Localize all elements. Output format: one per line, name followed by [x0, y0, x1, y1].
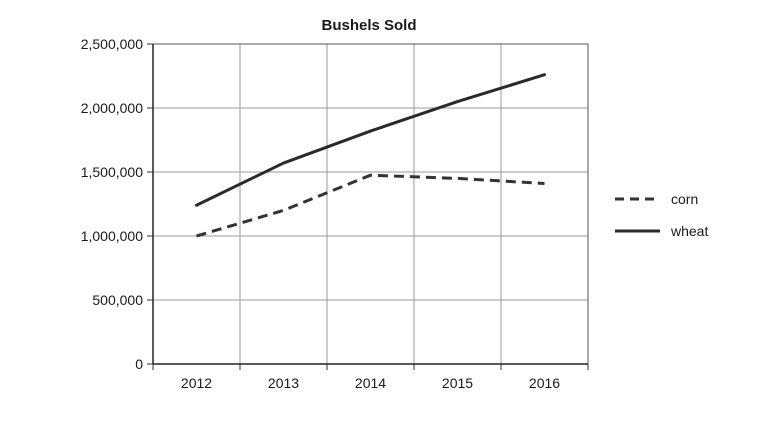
legend-label-corn: corn	[671, 191, 698, 207]
x-axis-ticks: 2012 2013 2014 2015 2016	[181, 375, 560, 391]
legend: corn wheat	[615, 191, 708, 239]
series-line-wheat	[195, 73, 546, 207]
x-tick-label: 2012	[181, 375, 212, 391]
y-axis-ticks: 0 500,000 1,000,000 1,500,000 2,000,000 2,500…	[81, 36, 144, 372]
x-tick-label: 2013	[268, 375, 299, 391]
legend-label-wheat: wheat	[670, 223, 708, 239]
series-line-corn	[196, 173, 545, 238]
series-lines	[195, 73, 546, 238]
plot-frame	[152, 43, 589, 365]
axes	[147, 43, 589, 370]
y-tick-label: 1,500,000	[81, 164, 143, 180]
x-tick-label: 2016	[529, 375, 560, 391]
y-tick-label: 500,000	[92, 292, 143, 308]
y-tick-label: 0	[135, 356, 143, 372]
x-tick-label: 2015	[442, 375, 473, 391]
y-tick-label: 2,500,000	[81, 36, 143, 52]
x-tick-label: 2014	[355, 375, 386, 391]
y-tick-label: 2,000,000	[81, 100, 143, 116]
chart-title: Bushels Sold	[321, 17, 416, 34]
y-tick-label: 1,000,000	[81, 228, 143, 244]
grid-lines	[153, 43, 588, 365]
